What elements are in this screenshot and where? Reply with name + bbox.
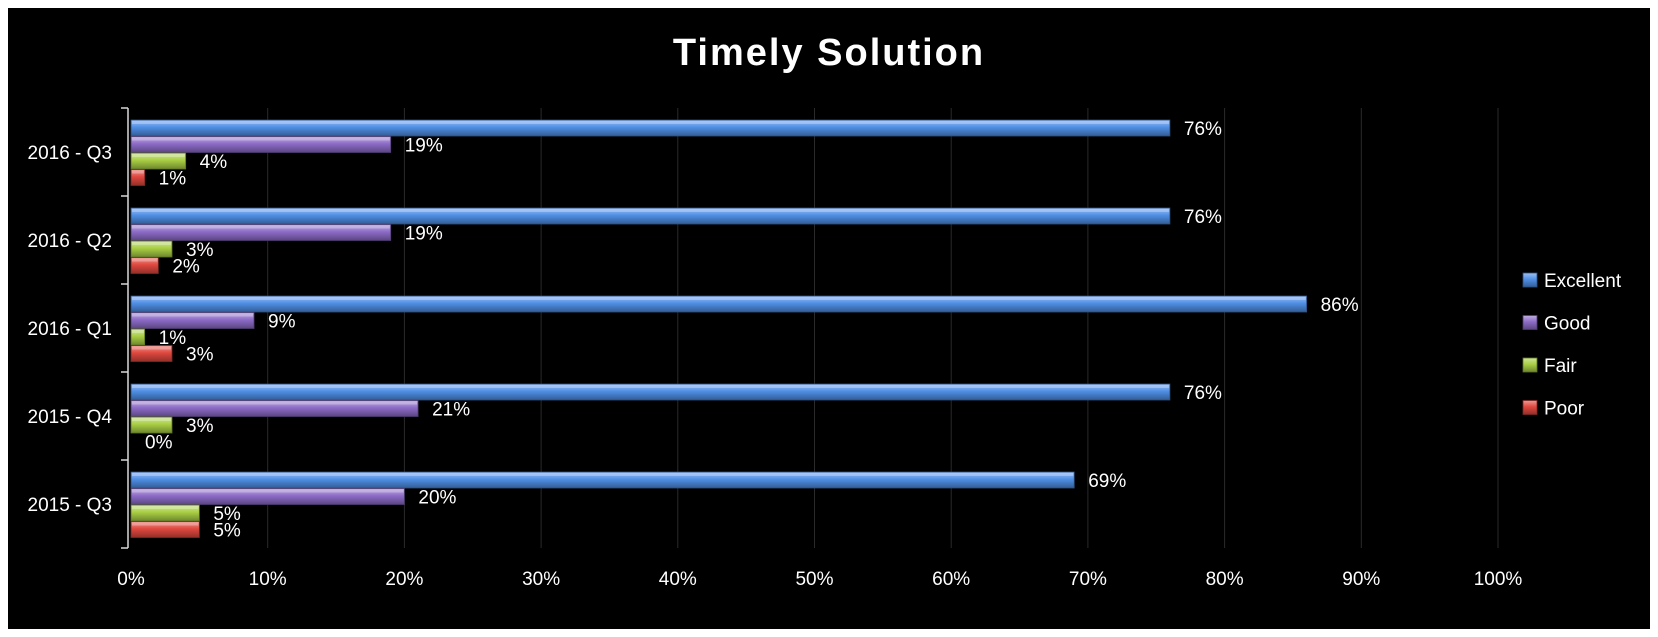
bar-highlight <box>132 242 172 245</box>
data-label: 76% <box>1184 207 1222 228</box>
data-label: 86% <box>1321 295 1359 316</box>
bar-highlight <box>132 489 404 493</box>
bar-highlight <box>132 418 172 421</box>
bar-highlight <box>132 506 199 509</box>
category-label: 2016 - Q3 <box>28 143 113 164</box>
category-label: 2016 - Q2 <box>28 231 113 252</box>
bar-highlight <box>132 170 144 174</box>
x-tick-label: 70% <box>1069 569 1107 590</box>
bar-highlight <box>132 258 158 262</box>
data-label: 19% <box>405 136 443 157</box>
x-tick-label: 50% <box>795 569 833 590</box>
data-label: 9% <box>268 312 296 333</box>
bars-layer: 76%19%4%1%76%19%3%2%86%9%1%3%76%21%3%0%6… <box>130 119 1359 542</box>
legend-swatch-fair <box>1522 357 1538 373</box>
legend-swatch-good <box>1522 315 1538 330</box>
x-tick-label: 40% <box>659 569 697 590</box>
data-label: 69% <box>1088 471 1126 492</box>
bar-highlight <box>132 154 185 157</box>
bar-highlight <box>132 121 1169 124</box>
legend: Excellent Good Fair Poor <box>1522 271 1622 420</box>
data-label: 19% <box>405 224 443 245</box>
legend-label-excellent: Excellent <box>1544 271 1622 292</box>
legend-label-poor: Poor <box>1544 399 1585 420</box>
data-label: 1% <box>159 328 187 349</box>
data-label: 0% <box>145 433 173 454</box>
x-tick-label: 100% <box>1474 569 1523 590</box>
data-label: 4% <box>200 152 228 173</box>
category-label: 2015 - Q4 <box>28 407 113 428</box>
bar-highlight <box>132 385 1169 388</box>
category-label: 2015 - Q3 <box>28 495 113 516</box>
bar-highlight <box>132 297 1306 300</box>
data-label: 21% <box>432 400 470 421</box>
legend-label-good: Good <box>1544 314 1590 335</box>
x-tick-label: 20% <box>385 569 423 590</box>
data-label: 2% <box>172 257 200 278</box>
data-label: 76% <box>1184 383 1222 404</box>
data-label: 76% <box>1184 119 1222 140</box>
data-label: 5% <box>213 504 241 525</box>
x-tick-label: 10% <box>249 569 287 590</box>
bar-highlight <box>132 401 418 405</box>
x-tick-label: 60% <box>932 569 970 590</box>
bar-highlight <box>132 330 144 333</box>
bar-highlight <box>132 346 172 350</box>
axis-layer: 0% 10% 20% 30% 40% 50% 60% 70% 80% 90% 100% 2016 - … <box>28 107 1523 590</box>
legend-label-fair: Fair <box>1544 356 1577 377</box>
data-label: 3% <box>186 240 214 261</box>
x-tick-label: 80% <box>1206 569 1244 590</box>
legend-swatch-poor <box>1522 400 1538 415</box>
bar-highlight <box>132 225 390 229</box>
data-label: 5% <box>213 521 241 542</box>
data-label: 1% <box>159 169 187 190</box>
data-label: 3% <box>186 416 214 437</box>
bar-highlight <box>132 137 390 141</box>
grid-layer <box>267 108 1499 548</box>
bar-highlight <box>132 313 254 317</box>
x-tick-label: 30% <box>522 569 560 590</box>
data-label: 3% <box>186 345 214 366</box>
chart-background <box>8 8 1650 629</box>
legend-swatch-excellent <box>1522 272 1538 288</box>
bar-highlight <box>132 473 1074 476</box>
x-tick-label: 90% <box>1342 569 1380 590</box>
chart-title: Timely Solution <box>673 32 985 74</box>
category-label: 2016 - Q1 <box>28 319 113 340</box>
bar-highlight <box>132 522 199 526</box>
data-label: 20% <box>418 488 456 509</box>
x-tick-label: 0% <box>117 569 145 590</box>
bar-highlight <box>132 209 1169 212</box>
